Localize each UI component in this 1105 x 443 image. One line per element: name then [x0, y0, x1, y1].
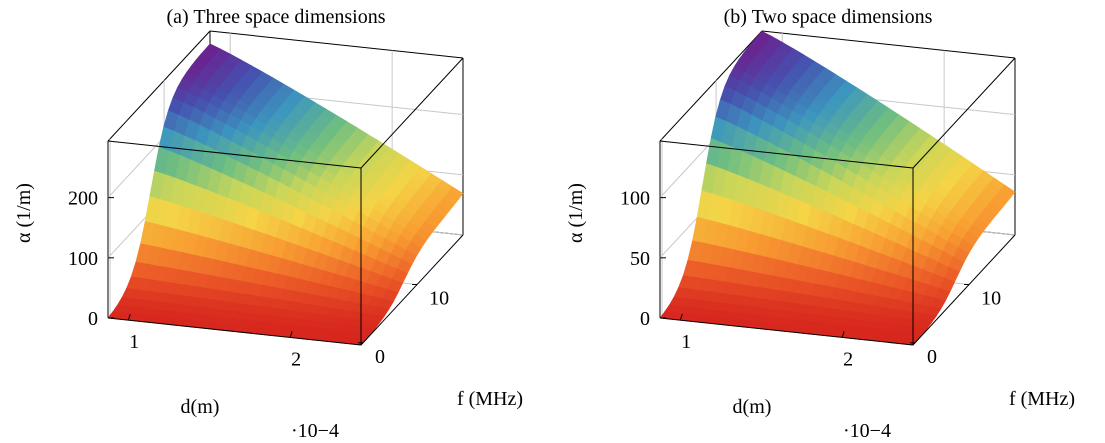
surface-patches	[107, 43, 464, 346]
x-axis-label: d(m)	[181, 396, 220, 418]
z-tick-label: 50	[630, 248, 650, 270]
chart-title: (a) Three space dimensions	[166, 6, 386, 28]
y-axis-label: f (MHz)	[1009, 388, 1075, 410]
ticks: 0 100 200 1 2 0 10	[68, 188, 449, 371]
x-tick-label: 2	[291, 348, 301, 370]
z-axis-label: α (1/m)	[565, 183, 587, 243]
ticks: 0 50 100 1 2 0 10	[620, 188, 1001, 371]
axis-box-front	[107, 57, 464, 346]
x-tick-label: 1	[681, 331, 691, 353]
axis-labels: α (1/m) d(m) ·10−4 f (MHz)	[13, 183, 523, 442]
y-axis-label: f (MHz)	[457, 388, 523, 410]
surface-plot: 0 100 200 1 2 0 10 α (1/m) d(m) ·10−4 f (MHz)	[13, 30, 523, 442]
x-axis-scale-label: ·10−4	[843, 420, 891, 442]
axis-box-front	[659, 57, 1016, 346]
chart-panel-three-dimensions: (a) Three space dimensions 0 100 200 1 2 0 10 α…	[0, 0, 552, 443]
y-tick-label: 10	[429, 288, 449, 310]
z-tick-label: 100	[620, 188, 650, 210]
y-tick-label: 10	[981, 288, 1001, 310]
x-tick-label: 2	[843, 348, 853, 370]
x-tick-label: 1	[129, 331, 139, 353]
x-axis-label: d(m)	[733, 396, 772, 418]
x-axis-scale-label: ·10−4	[291, 420, 339, 442]
z-tick-label: 0	[640, 308, 650, 330]
chart-title: (b) Two space dimensions	[723, 6, 933, 28]
z-tick-label: 200	[68, 188, 98, 210]
y-tick-label: 0	[927, 346, 937, 368]
surface-patches	[659, 30, 1016, 346]
chart-panel-two-dimensions: (b) Two space dimensions 0 50 100 1 2 0 10 α (1…	[552, 0, 1104, 443]
z-tick-label: 100	[68, 248, 98, 270]
surface-plot: 0 50 100 1 2 0 10 α (1/m) d(m) ·10−4 f (MHz)	[565, 30, 1075, 442]
z-axis-label: α (1/m)	[13, 183, 35, 243]
z-tick-label: 0	[88, 308, 98, 330]
y-tick-label: 0	[375, 346, 385, 368]
axis-labels: α (1/m) d(m) ·10−4 f (MHz)	[565, 183, 1075, 442]
